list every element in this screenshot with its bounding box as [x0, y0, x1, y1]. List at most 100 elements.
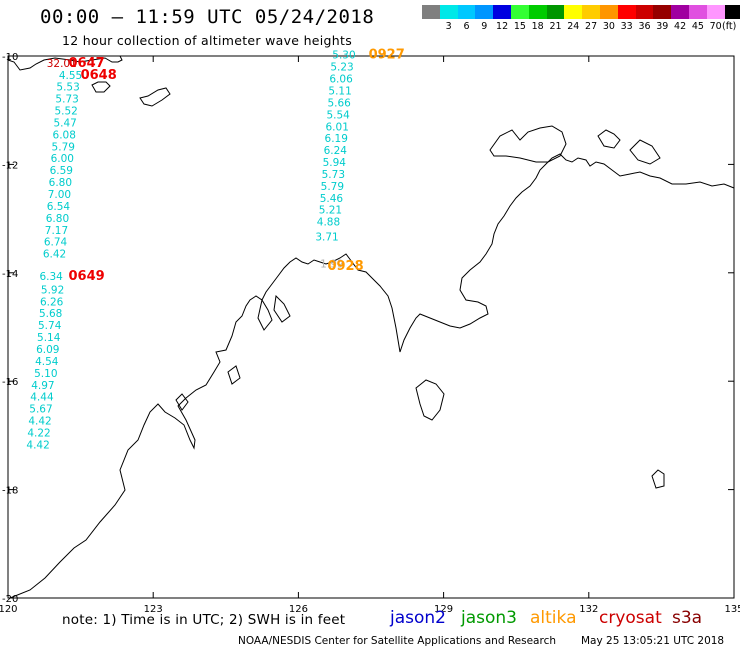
- swh-value: 5.10: [34, 368, 57, 380]
- swh-value: 6.06: [329, 74, 353, 86]
- swh-value: 6.01: [326, 121, 349, 133]
- coastline-segment: [91, 81, 111, 93]
- legend-swatch: [582, 5, 600, 19]
- coastline-segment: [9, 153, 735, 599]
- swh-value: 6.80: [46, 213, 69, 225]
- map-title: 00:00 – 11:59 UTC 05/24/2018: [40, 6, 375, 28]
- legend-swatch: [671, 5, 689, 19]
- legend-swatch: [510, 5, 529, 19]
- lat-tick-label: -10: [2, 52, 18, 63]
- legend-swatch: [422, 5, 440, 19]
- legend-label: 3: [445, 21, 452, 32]
- swh-value: 5.21: [319, 205, 342, 217]
- legend-label: 30: [602, 21, 615, 32]
- swh-value: 5.23: [330, 62, 353, 74]
- legend-swatch: [546, 5, 565, 19]
- legend-swatch: [564, 5, 583, 19]
- track-time-label: 0927: [369, 48, 405, 63]
- swh-value: 5.53: [56, 82, 79, 94]
- legend-swatch: [706, 5, 725, 19]
- color-legend-labels: 3 6 9 12 15 18 21 24 27 30 33 36 39 42 45 70: [422, 21, 740, 33]
- legend-label: 33: [620, 21, 633, 32]
- lon-tick-label: 135: [724, 604, 740, 615]
- swh-value: 6.00: [51, 153, 74, 165]
- swh-value: 6.08: [53, 129, 76, 141]
- satellite-label-altika: altika: [530, 608, 577, 628]
- swh-value: 5.92: [41, 284, 64, 296]
- swh-value: 6.42: [43, 249, 66, 261]
- swh-value: 6.24: [324, 145, 348, 157]
- lat-tick-label: -16: [2, 377, 18, 388]
- legend-label: 18: [531, 21, 544, 32]
- swh-value: 32.01: [47, 58, 77, 70]
- map-frame: [7, 55, 735, 599]
- legend-swatch: [724, 5, 740, 19]
- legend-swatch: [688, 5, 707, 19]
- legend-swatch: [599, 5, 618, 19]
- coastline-segment: [139, 87, 171, 107]
- swh-value: 4.42: [28, 416, 51, 428]
- legend-unit: (ft): [722, 21, 737, 32]
- legend-label: 42: [674, 21, 687, 32]
- coastline-segment: [175, 393, 189, 411]
- swh-value: 5.52: [54, 106, 77, 118]
- swh-value: 5.46: [320, 193, 344, 205]
- legend-label: 12: [496, 21, 509, 32]
- swh-value: 7.17: [45, 225, 68, 237]
- swh-value: 4.54: [35, 356, 59, 368]
- legend-label: 70: [709, 21, 722, 32]
- swh-value: 5.30: [332, 50, 355, 62]
- legend-swatch: [439, 5, 458, 19]
- swh-value: 6.19: [325, 133, 348, 145]
- swh-value: 5.66: [327, 97, 351, 109]
- swh-value: 5.67: [29, 404, 52, 416]
- lon-tick-label: 123: [144, 604, 163, 615]
- footer-note: note: 1) Time is in UTC; 2) SWH is in fe…: [62, 612, 346, 628]
- coastline-segment: [415, 379, 445, 421]
- track-time-label: 0648: [81, 68, 117, 83]
- lon-tick-label: 126: [289, 604, 308, 615]
- legend-label: 21: [549, 21, 562, 32]
- legend-label: 36: [638, 21, 651, 32]
- legend-swatch: [493, 5, 511, 19]
- coastline-segment: [597, 129, 621, 149]
- satellite-label-s3a: s3a: [672, 608, 703, 628]
- swh-value: 4.88: [317, 217, 340, 229]
- swh-value: 5.68: [39, 308, 62, 320]
- swh-value: 5.11: [328, 85, 351, 97]
- legend-label: 24: [567, 21, 580, 32]
- swh-value: 5.73: [322, 169, 345, 181]
- legend-swatch: [475, 5, 494, 19]
- legend-label: 6: [463, 21, 470, 32]
- swh-value: 6.54: [47, 201, 71, 213]
- lat-tick-label: -20: [2, 594, 18, 605]
- swh-value: 6.34: [39, 271, 63, 283]
- coastline-segment: [257, 298, 273, 331]
- legend-label: 45: [691, 21, 704, 32]
- swh-value: 5.54: [326, 109, 350, 121]
- swh-value: 5.14: [37, 332, 61, 344]
- track-time-label: 0649: [69, 269, 105, 284]
- legend-swatch: [457, 5, 476, 19]
- swh-value: 5.79: [321, 181, 344, 193]
- legend-swatch: [635, 5, 654, 19]
- swh-value: 6.09: [36, 344, 59, 356]
- legend-swatch: [528, 5, 547, 19]
- lat-tick-label: -14: [2, 269, 18, 280]
- lon-tick-label: 129: [434, 604, 453, 615]
- coastline-segment: [227, 365, 241, 385]
- track-time-label: 0647: [69, 56, 105, 71]
- legend-label: 9: [481, 21, 488, 32]
- map-subtitle: 12 hour collection of altimeter wave hei…: [62, 33, 353, 48]
- swh-value: 5.94: [323, 157, 347, 169]
- credit-timestamp: May 25 13:05:21 UTC 2018: [581, 635, 725, 647]
- coastline-segment: [7, 55, 123, 71]
- swh-value: 6.59: [50, 165, 73, 177]
- swh-value: 4.42: [26, 439, 49, 451]
- color-legend: [422, 5, 740, 19]
- swh-value: 5.74: [38, 320, 62, 332]
- coastline-segment: [273, 294, 291, 323]
- satellite-label-cryosat: cryosat: [599, 608, 662, 628]
- swh-value: 5.73: [55, 94, 78, 106]
- credit-text: NOAA/NESDIS Center for Satellite Applica…: [238, 635, 556, 647]
